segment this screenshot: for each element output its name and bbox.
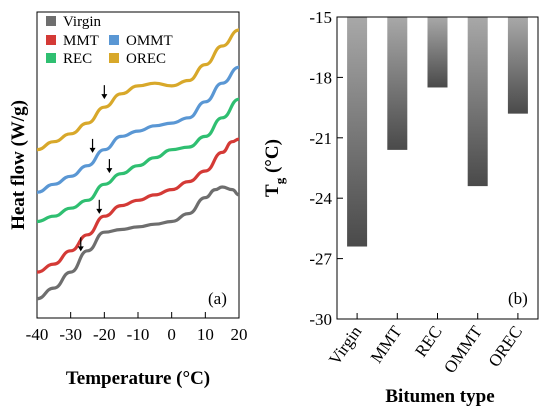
x-tick-label: -30: [59, 325, 82, 344]
bar-mmt: [387, 17, 408, 150]
panel-b: -15-18-21-24-27-30 Virgin MMT RECOMMTOREC …: [262, 8, 539, 407]
x-tick-label: 0: [167, 325, 176, 344]
legend-swatch-ommt: [109, 35, 119, 45]
legend-label-orec: OREC: [126, 51, 166, 67]
bar-ommt: [467, 17, 488, 187]
curve-virgin: [36, 185, 240, 301]
y-tick-label: -24: [309, 189, 332, 208]
tg-arrow-ommt: [89, 138, 96, 153]
bar-orec: [507, 17, 528, 114]
legend-swatch-virgin: [46, 16, 56, 26]
x-tick-label: -20: [93, 325, 116, 344]
panel-a-x-axis-title: Temperature (°C): [66, 368, 210, 389]
tg-arrow-virgin: [77, 237, 84, 252]
panel-b-x-axis-title: Bitumen type: [385, 386, 494, 407]
curve-rec: [36, 97, 240, 224]
y-tick-label: -27: [309, 250, 332, 269]
bar-rec: [427, 17, 448, 88]
legend-label-virgin: Virgin: [63, 14, 101, 30]
curve-ommt: [36, 65, 240, 194]
tg-arrow-mmt: [96, 199, 103, 214]
legend-label-ommt: OMMT: [126, 33, 173, 49]
y-tick-label: -18: [309, 68, 332, 87]
panel-b-y-axis-title-main: T: [262, 184, 283, 197]
y-tick-label: -30: [309, 310, 332, 329]
legend-swatch-mmt: [46, 35, 56, 45]
tg-arrow-orec: [101, 85, 108, 100]
panel-a-x-ticks: -40 -30 -20 -10 0 10 20: [26, 312, 248, 344]
x-tick-label-rec: REC: [411, 322, 446, 360]
x-tick-label: -10: [127, 325, 150, 344]
panel-b-y-axis-title-sub: g: [272, 177, 287, 184]
x-tick-label: -40: [26, 325, 49, 344]
x-tick-label: 20: [231, 325, 248, 344]
x-tick-label: 10: [197, 325, 214, 344]
panel-b-label: (b): [508, 289, 528, 308]
panel-a-legend: Virgin MMT OMMT REC OREC: [46, 14, 173, 67]
y-tick-label: -21: [309, 129, 332, 148]
x-tick-label-ommt: OMMT: [440, 322, 486, 377]
panel-b-bars: [347, 17, 528, 247]
panel-b-y-axis-title-unit: (°C): [262, 139, 283, 178]
panel-a-label: (a): [208, 289, 227, 308]
legend-swatch-rec: [46, 53, 56, 63]
curve-mmt: [36, 137, 240, 274]
legend-label-mmt: MMT: [63, 33, 99, 49]
panel-b-y-ticks: -15 -18 -21 -24 -27 -30: [309, 8, 343, 329]
legend-swatch-orec: [109, 53, 119, 63]
tg-arrow-rec: [106, 159, 113, 174]
x-tick-label-mmt: MMT: [367, 322, 406, 367]
panel-a-tg-markers: [77, 85, 113, 252]
panel-a: -40 -30 -20 -10 0 10 20 Virgin MMT OMMT REC OR…: [8, 11, 248, 389]
panel-a-curves: [36, 28, 240, 301]
curve-orec: [36, 28, 240, 152]
y-tick-label: -15: [309, 8, 332, 27]
bar-virgin: [347, 17, 368, 247]
x-tick-label-orec: OREC: [485, 322, 527, 370]
legend-label-rec: REC: [63, 51, 92, 67]
panel-b-y-axis-title: Tg (°C): [262, 139, 287, 197]
panel-a-y-axis-title: Heat flow (W/g): [8, 100, 29, 230]
